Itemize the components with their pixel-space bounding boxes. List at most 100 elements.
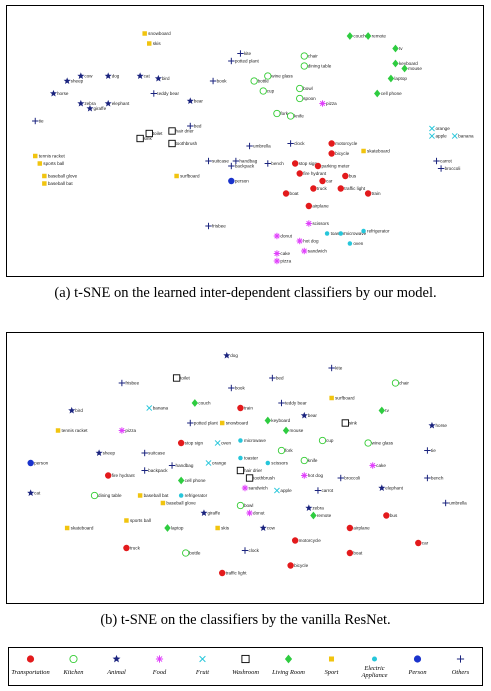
b-point-dog: dog — [223, 351, 238, 359]
a-point-cup: cup — [259, 87, 275, 95]
a-point-label: skis — [153, 41, 162, 46]
b-point-cell-phone: cell phone — [177, 476, 206, 485]
b-point-label: umbrella — [449, 501, 467, 506]
b-point-label: pizza — [125, 428, 136, 433]
a-point-snowboard: snowboard — [142, 31, 171, 36]
a-point-handbag: handbag — [232, 157, 258, 165]
b-point-oven: oven — [214, 440, 232, 446]
b-point-label: backpack — [148, 468, 168, 473]
caption-vanilla: (b) t-SNE on the classifiers by the vani… — [100, 612, 391, 628]
a-point-refrigerator: refrigerator — [361, 229, 390, 234]
b-point-kite: kite — [328, 364, 343, 372]
b-point-tennis-racket: tennis racket — [55, 428, 89, 433]
a-point-label: pizza — [280, 259, 291, 264]
a-point-label: skateboard — [367, 149, 390, 154]
a-point-hair-drier: hair drier — [168, 127, 195, 135]
a-point-clock: clock — [287, 140, 305, 147]
b-point-label: train — [244, 406, 253, 411]
b-point-umbrella: umbrella — [442, 499, 467, 507]
legend-label: Transportation — [11, 669, 49, 676]
a-point-elephant: elephant — [104, 99, 130, 107]
a-point-label: cat — [144, 74, 151, 79]
a-point-label: sheep — [71, 79, 84, 84]
b-point-label: cup — [326, 438, 334, 443]
b-point-person: person — [27, 459, 49, 467]
a-point-cow: cow — [77, 72, 93, 79]
b-point-label: bowl — [244, 503, 253, 508]
legend-label: Living Room — [271, 669, 305, 676]
b-point-label: teddy bear — [285, 401, 307, 406]
a-point-label: scissors — [312, 221, 329, 226]
b-point-label: snowboard — [226, 421, 249, 426]
b-point-label: remote — [317, 513, 332, 518]
a-point-label: cake — [280, 251, 290, 256]
a-point-scissors: scissors — [305, 220, 330, 227]
a-point-label: apple — [435, 134, 447, 139]
b-point-label: donut — [253, 511, 265, 516]
a-point-label: bowl — [303, 86, 312, 91]
a-point-label: cell phone — [381, 91, 402, 96]
a-point-label: refrigerator — [367, 229, 390, 234]
a-point-mouse: mouse — [401, 64, 422, 73]
b-point-traffic-light: traffic light — [219, 569, 247, 577]
b-point-label: clock — [249, 548, 260, 553]
b-point-keyboard: keyboard — [264, 416, 291, 425]
b-point-boat: boat — [346, 549, 363, 557]
b-point-fork: fork — [277, 446, 293, 455]
b-point-sink: sink — [341, 419, 358, 427]
a-point-label: carrot — [440, 159, 452, 164]
a-point-label: hair drier — [176, 129, 195, 134]
a-point-fire-hydrant: fire hydrant — [296, 170, 327, 177]
a-point-suitcase: suitcase — [205, 157, 229, 165]
b-point-baseball-glove: baseball glove — [160, 501, 196, 506]
b-point-label: banana — [153, 406, 169, 411]
b-point-carrot: carrot — [314, 487, 334, 494]
b-point-dining-table: dining table — [90, 491, 122, 500]
b-point-teddy-bear: teddy bear — [278, 399, 307, 407]
a-point-label: horse — [57, 91, 69, 96]
b-point-bird: bird — [68, 406, 83, 414]
a-point-spoon: spoon — [296, 94, 316, 103]
b-point-label: bear — [308, 413, 318, 418]
a-point-label: bird — [162, 76, 170, 81]
b-point-label: tennis racket — [62, 428, 89, 433]
a-point-book: book — [209, 77, 227, 85]
a-point-tv: tv — [392, 44, 403, 53]
a-point-label: bench — [271, 161, 284, 166]
a-point-toilet: toilet — [145, 129, 163, 138]
a-point-label: suitcase — [212, 159, 229, 164]
b-point-tv: tv — [378, 406, 390, 415]
a-point-pizza: pizza — [319, 100, 337, 107]
a-point-knife: knife — [286, 112, 304, 120]
legend-item-washroom: Washroom — [232, 654, 259, 676]
legend-item-sport: Sport — [325, 656, 339, 676]
a-point-dog: dog — [104, 72, 120, 79]
legend-label: Food — [152, 669, 167, 676]
b-point-chair: chair — [391, 379, 409, 387]
a-point-kite: kite — [237, 50, 252, 57]
a-point-toaster: toaster — [324, 231, 345, 236]
b-point-skis: skis — [215, 526, 230, 531]
a-point-broccoli: broccoli — [437, 165, 460, 172]
a-point-oven: oven — [347, 241, 364, 246]
a-point-hot-dog: hot dog — [296, 237, 319, 245]
a-point-label: stop sign — [299, 161, 318, 166]
a-point-fork: fork — [273, 109, 289, 118]
legend-label: Washroom — [232, 669, 259, 676]
b-point-book: book — [228, 384, 245, 392]
b-point-label: person — [34, 461, 48, 466]
b-point-airplane: airplane — [346, 524, 370, 532]
legend-label: Animal — [106, 669, 126, 676]
b-point-label: sports ball — [130, 518, 151, 523]
b-point-label: baseball glove — [166, 501, 196, 506]
b-point-bicycle: bicycle — [287, 562, 309, 569]
b-point-label: stop sign — [185, 441, 204, 446]
b-point-label: surfboard — [335, 396, 355, 401]
legend-item-fruit: Fruit — [195, 655, 209, 676]
a-point-label: toilet — [153, 131, 163, 136]
a-point-label: chair — [308, 54, 318, 59]
a-point-laptop: laptop — [387, 74, 407, 83]
b-point-label: cat — [34, 491, 41, 496]
b-point-label: microwave — [244, 438, 266, 443]
b-point-bus: bus — [383, 512, 398, 519]
